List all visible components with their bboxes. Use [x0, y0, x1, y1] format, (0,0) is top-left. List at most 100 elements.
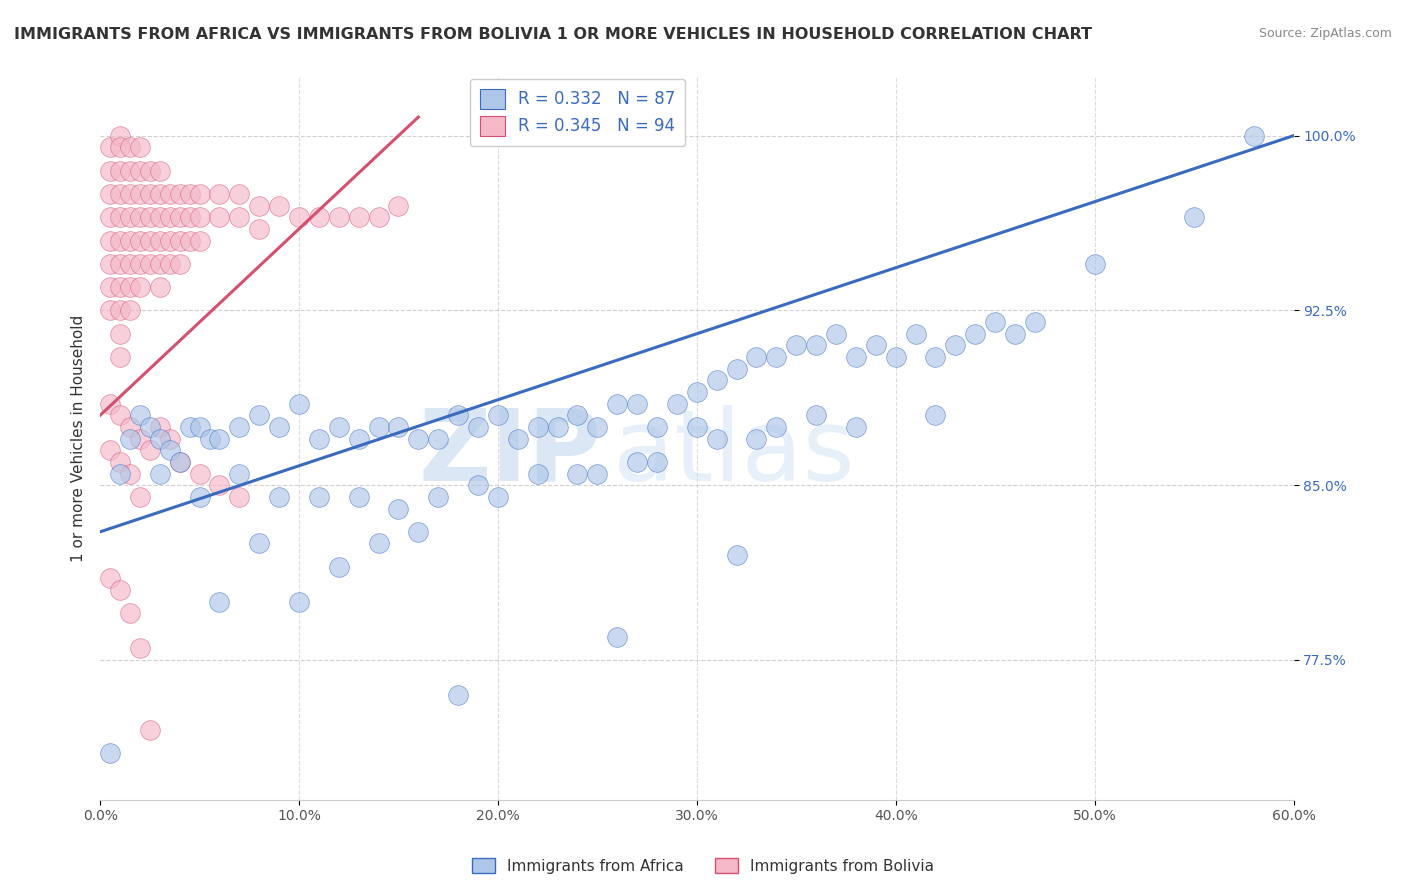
Point: [159, 443, 181, 458]
Point: [884, 350, 907, 364]
Point: [606, 397, 628, 411]
Point: [108, 303, 131, 318]
Point: [108, 467, 131, 481]
Point: [567, 409, 589, 423]
Legend: R = 0.332   N = 87, R = 0.345   N = 94: R = 0.332 N = 87, R = 0.345 N = 94: [470, 78, 685, 146]
Point: [188, 186, 211, 201]
Point: [924, 409, 946, 423]
Point: [169, 186, 191, 201]
Point: [129, 186, 152, 201]
Point: [208, 432, 231, 446]
Point: [98, 257, 121, 271]
Y-axis label: 1 or more Vehicles in Household: 1 or more Vehicles in Household: [72, 315, 86, 562]
Point: [526, 467, 548, 481]
Point: [98, 234, 121, 248]
Point: [765, 420, 787, 434]
Point: [288, 211, 311, 225]
Point: [108, 128, 131, 143]
Point: [108, 350, 131, 364]
Text: Source: ZipAtlas.com: Source: ZipAtlas.com: [1258, 27, 1392, 40]
Point: [288, 397, 311, 411]
Point: [247, 222, 270, 236]
Point: [845, 420, 868, 434]
Point: [129, 641, 152, 656]
Point: [139, 723, 162, 737]
Point: [149, 420, 172, 434]
Point: [328, 420, 350, 434]
Point: [606, 630, 628, 644]
Point: [745, 432, 768, 446]
Point: [118, 432, 141, 446]
Point: [98, 571, 121, 585]
Point: [118, 234, 141, 248]
Point: [139, 211, 162, 225]
Point: [98, 303, 121, 318]
Point: [159, 257, 181, 271]
Point: [645, 420, 668, 434]
Point: [118, 607, 141, 621]
Point: [188, 490, 211, 504]
Point: [865, 338, 887, 352]
Point: [129, 280, 152, 294]
Point: [1182, 211, 1205, 225]
Point: [149, 186, 172, 201]
Point: [706, 373, 728, 387]
Point: [149, 432, 172, 446]
Point: [208, 595, 231, 609]
Point: [1243, 128, 1265, 143]
Point: [98, 211, 121, 225]
Point: [269, 198, 291, 212]
Point: [98, 140, 121, 154]
Point: [387, 501, 409, 516]
Point: [149, 280, 172, 294]
Point: [308, 490, 330, 504]
Point: [108, 163, 131, 178]
Point: [845, 350, 868, 364]
Point: [118, 303, 141, 318]
Point: [626, 455, 648, 469]
Point: [645, 455, 668, 469]
Point: [159, 234, 181, 248]
Point: [108, 280, 131, 294]
Point: [139, 234, 162, 248]
Point: [149, 467, 172, 481]
Point: [118, 163, 141, 178]
Point: [108, 409, 131, 423]
Point: [586, 420, 609, 434]
Point: [179, 234, 201, 248]
Point: [686, 420, 709, 434]
Point: [269, 490, 291, 504]
Point: [665, 397, 688, 411]
Point: [1084, 257, 1107, 271]
Point: [108, 326, 131, 341]
Point: [347, 490, 370, 504]
Point: [139, 186, 162, 201]
Point: [208, 478, 231, 492]
Point: [467, 478, 489, 492]
Point: [765, 350, 787, 364]
Point: [427, 490, 450, 504]
Point: [308, 211, 330, 225]
Point: [547, 420, 569, 434]
Point: [367, 211, 389, 225]
Point: [118, 211, 141, 225]
Point: [129, 234, 152, 248]
Point: [98, 397, 121, 411]
Point: [108, 234, 131, 248]
Point: [118, 420, 141, 434]
Point: [179, 186, 201, 201]
Point: [686, 384, 709, 399]
Point: [208, 211, 231, 225]
Point: [98, 443, 121, 458]
Point: [427, 432, 450, 446]
Point: [924, 350, 946, 364]
Point: [904, 326, 927, 341]
Point: [188, 467, 211, 481]
Point: [98, 163, 121, 178]
Point: [129, 140, 152, 154]
Point: [467, 420, 489, 434]
Point: [149, 234, 172, 248]
Point: [129, 211, 152, 225]
Point: [169, 234, 191, 248]
Point: [208, 186, 231, 201]
